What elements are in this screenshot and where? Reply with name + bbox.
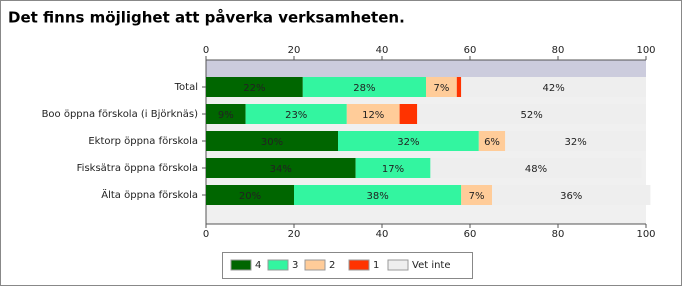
x-tick-label: 60 (464, 45, 477, 56)
y-tick-label: Boo öppna förskola (i Björknäs) (42, 109, 199, 120)
value-label: 17% (382, 164, 404, 175)
value-label: 48% (525, 164, 547, 175)
value-label: 12% (362, 110, 384, 121)
legend-swatch (230, 259, 252, 271)
x-tick-label: 20 (288, 229, 301, 240)
value-label: 20% (239, 191, 261, 202)
bar-segment (206, 104, 246, 124)
bar-segment (206, 185, 294, 205)
plot-band (206, 60, 646, 77)
value-label: 7% (469, 191, 485, 202)
value-label: 42% (542, 83, 564, 94)
legend-swatch (267, 259, 289, 271)
x-tick-label: 100 (636, 229, 655, 240)
bar-segment (355, 158, 431, 178)
legend (222, 252, 473, 279)
legend-label: 1 (373, 260, 379, 271)
x-tick-label: 20 (288, 45, 301, 56)
bar-segment (206, 131, 338, 151)
legend-swatch (348, 259, 370, 271)
bar-segment (399, 104, 418, 124)
x-tick-label: 40 (376, 45, 389, 56)
x-tick-label: 0 (203, 229, 209, 240)
legend-swatch (304, 259, 326, 271)
value-label: 30% (261, 137, 283, 148)
value-label: 34% (270, 164, 292, 175)
chart-title: Det finns möjlighet att påverka verksamh… (8, 9, 405, 27)
value-label: 32% (397, 137, 419, 148)
bar-segment (206, 158, 356, 178)
bar-segment (206, 77, 303, 97)
bar-segment (492, 185, 651, 205)
value-label: 9% (218, 110, 234, 121)
y-tick-label: Fisksätra öppna förskola (77, 163, 198, 174)
x-tick-label: 80 (552, 45, 565, 56)
bar-segment (505, 131, 646, 151)
bar-segment (294, 185, 462, 205)
value-label: 6% (484, 137, 500, 148)
value-label: 7% (433, 83, 449, 94)
y-tick-label: Älta öppna förskola (101, 188, 198, 201)
value-label: 36% (560, 191, 582, 202)
legend-swatch (387, 259, 409, 271)
y-tick-label: Ektorp öppna förskola (88, 136, 198, 147)
x-tick-label: 80 (552, 229, 565, 240)
bar-segment (430, 158, 642, 178)
value-label: 22% (243, 83, 265, 94)
x-tick-label: 40 (376, 229, 389, 240)
legend-label: 2 (329, 260, 335, 271)
bar-segment (338, 131, 479, 151)
bar-segment (302, 77, 426, 97)
bar-segment (461, 185, 492, 205)
bar-segment (478, 131, 506, 151)
x-tick-label: 0 (203, 45, 209, 56)
y-tick-label: Total (174, 82, 198, 93)
x-tick-label: 60 (464, 229, 477, 240)
value-label: 28% (353, 83, 375, 94)
bar-segment (456, 77, 462, 97)
bar-segment (426, 77, 457, 97)
legend-label: Vet inte (412, 260, 451, 271)
bar-segment (346, 104, 400, 124)
value-label: 23% (285, 110, 307, 121)
legend-label: 3 (292, 260, 298, 271)
value-label: 32% (564, 137, 586, 148)
value-label: 52% (520, 110, 542, 121)
bar-segment (417, 104, 646, 124)
x-tick-label: 100 (636, 45, 655, 56)
bar-segment (245, 104, 347, 124)
bar-segment (461, 77, 646, 97)
value-label: 38% (366, 191, 388, 202)
legend-label: 4 (255, 260, 261, 271)
